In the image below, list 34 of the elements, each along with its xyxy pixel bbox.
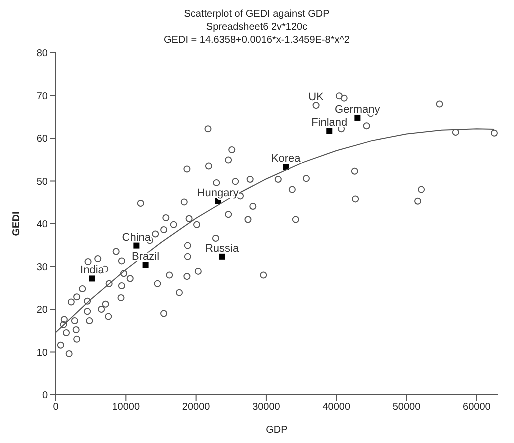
y-axis-title: GEDI: [12, 212, 23, 236]
annotation: China: [122, 232, 152, 244]
annotation: UK: [308, 92, 325, 104]
x-tick-label: 0: [53, 402, 60, 414]
point: [142, 262, 149, 268]
x-axis-title: GDP: [266, 425, 288, 436]
y-tick-label: 80: [36, 48, 48, 60]
point: [134, 242, 140, 249]
annotation: India: [80, 264, 106, 277]
annotation: Germany: [335, 104, 381, 116]
annotation: Hungary: [197, 187, 240, 200]
x-tick-label: 40000: [322, 402, 351, 414]
x-tick-label: 30000: [252, 402, 281, 414]
y-tick-label: 30: [36, 262, 48, 274]
y-tick-label: 50: [36, 176, 48, 188]
point: [283, 164, 290, 170]
annotation: Russia: [205, 242, 240, 255]
y-tick-label: 60: [36, 134, 48, 146]
x-tick-label: 60000: [463, 402, 492, 414]
x-tick-label: 20000: [182, 402, 211, 414]
point: [326, 128, 333, 134]
x-tick-label: 50000: [392, 402, 422, 414]
y-tick-label: 40: [36, 220, 48, 231]
annotation: Finland: [312, 117, 348, 130]
y-tick-label: 20: [36, 305, 48, 316]
x-tick-label: 10000: [112, 402, 140, 414]
point: [89, 276, 96, 282]
point: [219, 254, 226, 260]
chart-title: Scatterplot of GEDI against GDP: [183, 8, 331, 21]
y-tick-label: 70: [36, 91, 48, 102]
y-tick-label: 10: [36, 348, 48, 359]
chart-subtitle: Spreadsheet6 2v*120c GEDI = 14.6358+0.0016*x-1.3459E-8*x^2: [163, 21, 351, 47]
y-tick-label: 0: [42, 390, 48, 402]
annotation: Korea: [271, 153, 302, 166]
